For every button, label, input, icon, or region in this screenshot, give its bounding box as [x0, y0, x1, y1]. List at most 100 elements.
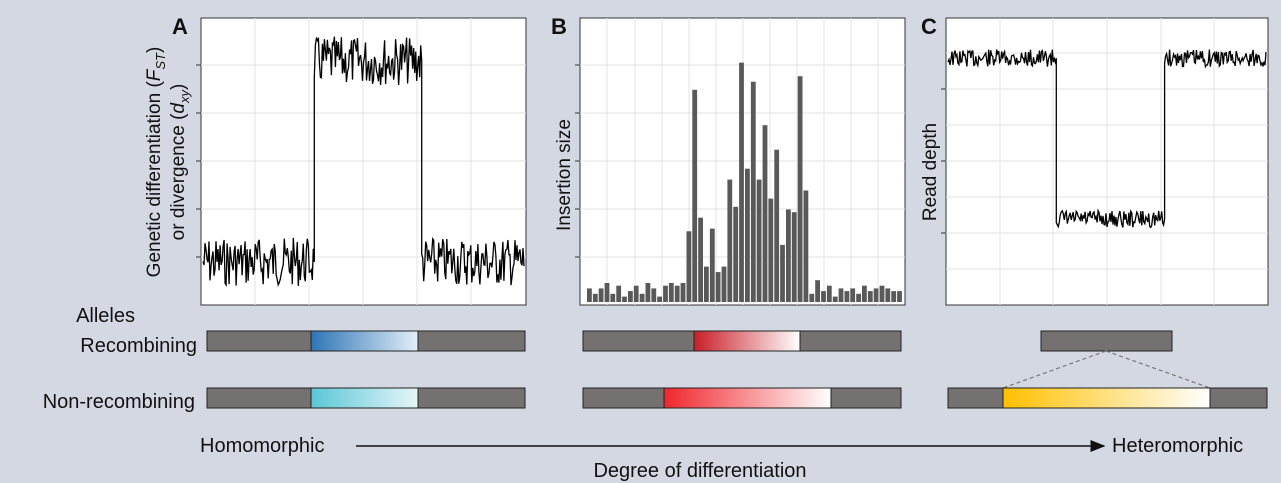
panel-b-bar — [704, 266, 709, 302]
panel-c-grid — [946, 18, 1268, 305]
panel-a-nonrecombining-gradient-segment — [310, 387, 419, 409]
panel-b-bar — [622, 296, 627, 302]
panel-b-bar — [733, 206, 739, 302]
panel-c-letter: C — [921, 14, 937, 39]
panel-b-bar — [592, 293, 598, 302]
panel-a-ylabel-line1-prefix: Genetic differentiation ( — [144, 81, 165, 278]
panel-b-recombining-track — [582, 330, 902, 352]
panel-b-bar — [762, 125, 768, 302]
panel-a-differentiation-line — [202, 36, 525, 287]
panel-b-bar — [604, 283, 610, 302]
panel-a-ylabel-line2-prefix: or divergence ( — [168, 113, 189, 240]
panel-b-bar — [698, 217, 703, 302]
panel-b-bar — [856, 293, 861, 302]
panel-b-bar — [844, 291, 850, 302]
panel-b-bar — [897, 291, 902, 302]
nonrecombining-label: Non-recombining — [43, 391, 195, 413]
panel-b-bar — [826, 285, 832, 302]
panel-a: A Genetic differentiation (FST) or diver… — [144, 14, 527, 306]
panel-a-y-ticks — [196, 64, 201, 258]
panel-b-bar — [750, 81, 756, 302]
panel-b-bar — [639, 293, 645, 302]
panel-b-bar — [809, 293, 815, 302]
panel-b-bar — [663, 285, 668, 302]
panel-b-bar — [850, 288, 856, 302]
panel-b-bar — [774, 149, 780, 302]
panel-b-bar — [745, 168, 750, 302]
panel-b-bar — [891, 291, 897, 302]
panel-b-bar — [786, 209, 791, 302]
panel-a-ylabel-line2-var: d — [168, 102, 189, 114]
panel-b-bar — [768, 198, 774, 302]
panel-b-bar — [680, 283, 686, 302]
panel-c-ylabel: Read depth — [920, 123, 941, 221]
alleles-label: Alleles — [76, 305, 135, 327]
panel-b-bar — [715, 272, 721, 302]
panel-b-bar — [686, 231, 692, 302]
panel-b-bar — [756, 179, 762, 302]
panel-b-bars — [587, 62, 902, 302]
panel-b-bar — [668, 283, 674, 302]
panel-b-bar — [821, 291, 826, 302]
panel-b-nonrecombining-track — [582, 387, 902, 409]
panel-c-recombining-track — [1040, 330, 1173, 352]
panel-b-bar — [803, 190, 809, 302]
panel-c-expansion-line-right — [1105, 350, 1211, 389]
panel-b-bar — [651, 288, 657, 302]
panel-b-bar — [645, 283, 651, 302]
panel-b-bar — [815, 280, 820, 302]
panel-b-nonrecombining-right-segment — [830, 387, 902, 409]
panel-a-ylabel-line1-sub: ST — [153, 52, 168, 70]
panel-b-bar — [797, 76, 803, 302]
panel-b-bar — [657, 296, 662, 302]
panel-a-recombining-right-segment — [417, 330, 526, 352]
panel-b-bar — [879, 285, 885, 302]
panel-b-bar — [862, 285, 867, 302]
panel-b-letter: B — [551, 14, 567, 39]
panel-b-bar — [739, 62, 744, 302]
panel-b-bar — [674, 285, 680, 302]
panel-b-y-ticks — [575, 64, 580, 258]
panel-b-bar — [692, 89, 698, 302]
panel-b-bar — [867, 291, 873, 302]
panel-b-bar — [633, 285, 639, 302]
panel-a-letter: A — [172, 14, 188, 39]
panel-a-recombining-gradient-segment — [310, 330, 419, 352]
panel-c: C Read depth — [920, 14, 1269, 306]
panel-b-bar — [721, 266, 727, 302]
panel-b-bar — [838, 288, 844, 302]
panel-a-ylabel-line2-suffix: ) — [168, 84, 189, 90]
panel-a-nonrecombining-right-segment — [417, 387, 526, 409]
panel-b-nonrecombining-left-segment — [582, 387, 665, 409]
panel-a-ylabel-line2: or divergence (dxy) — [168, 84, 192, 241]
panel-b-recombining-left-segment — [582, 330, 695, 352]
recombining-label: Recombining — [80, 335, 197, 357]
panel-a-ylabel-line1-suffix: ) — [144, 47, 165, 53]
panel-b-bar — [616, 285, 622, 302]
panel-a-recombining-track — [206, 330, 526, 352]
panel-a-nonrecombining-left-segment — [206, 387, 312, 409]
panel-b-ylabel: Insertion size — [554, 119, 575, 231]
panel-b-bar — [709, 228, 715, 302]
panel-b-bar — [885, 288, 891, 302]
panel-b-bar — [610, 293, 616, 302]
panel-b-bar — [832, 296, 838, 302]
panel-b-bar — [873, 288, 879, 302]
panel-b-bar — [598, 288, 604, 302]
panel-b-nonrecombining-gradient-segment — [663, 387, 832, 409]
panel-b-bar — [628, 291, 633, 302]
panel-c-y-ticks — [941, 88, 946, 234]
axis-title: Degree of differentiation — [593, 460, 806, 482]
panel-c-nonrecombining-gradient-segment — [1002, 387, 1211, 409]
panel-c-nonrecombining-left-segment — [947, 387, 1004, 409]
panel-c-recombining-segment — [1040, 330, 1173, 352]
panel-a-ylabel-line2-sub: xy — [177, 89, 192, 105]
panel-b-bar — [727, 179, 733, 302]
panel-b-recombining-right-segment — [799, 330, 902, 352]
heteromorphic-label: Heteromorphic — [1112, 435, 1243, 457]
panel-a-nonrecombining-track — [206, 387, 526, 409]
panel-c-expansion-line-left — [1002, 350, 1107, 389]
panel-b-recombining-gradient-segment — [693, 330, 801, 352]
panel-a-recombining-left-segment — [206, 330, 312, 352]
